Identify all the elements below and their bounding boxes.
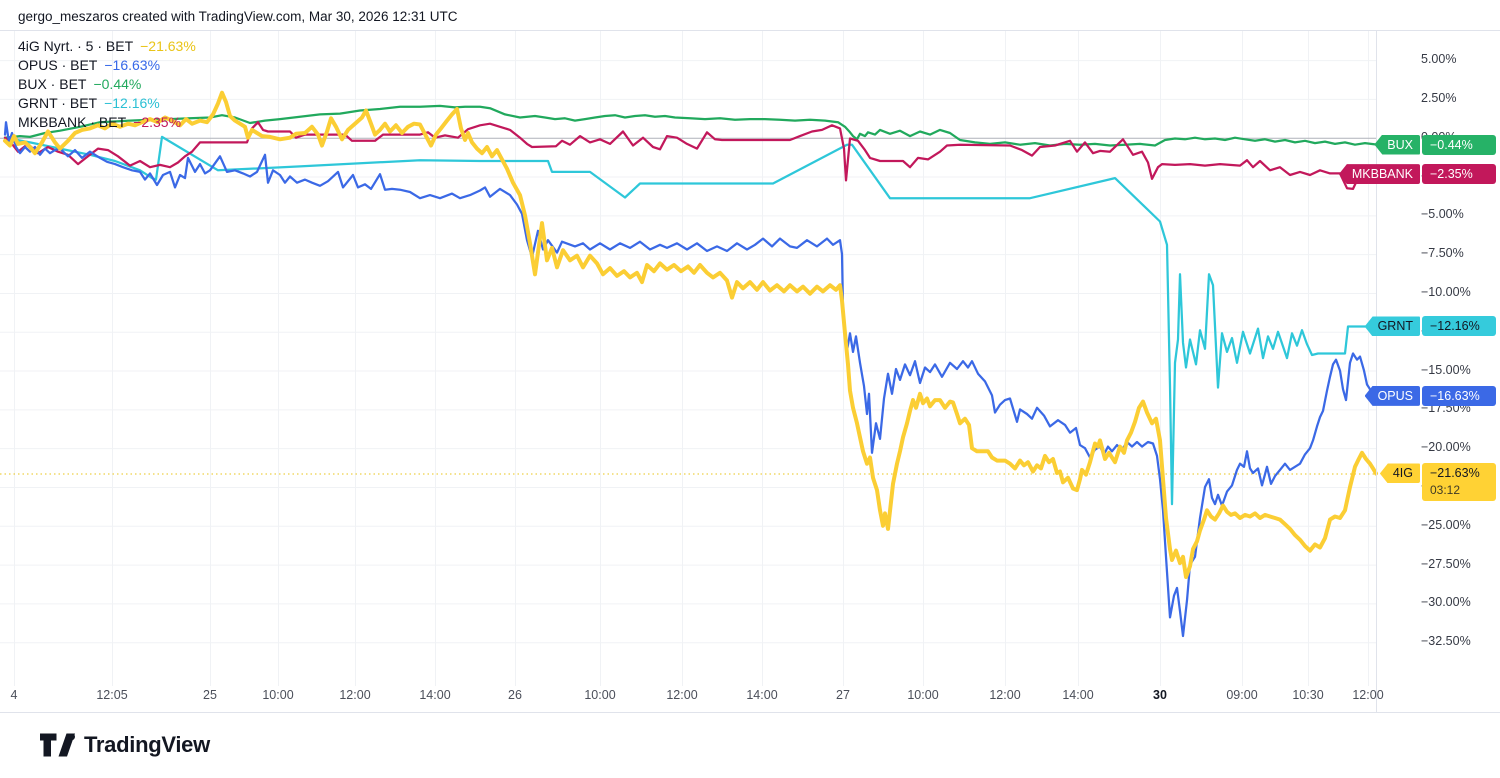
- y-tick-label: −5.00%: [1421, 207, 1464, 222]
- x-tick-label: 14:00: [746, 688, 778, 702]
- y-tick-label: 5.00%: [1421, 52, 1457, 67]
- y-tick-label: −2.50%: [1421, 168, 1464, 183]
- series-line-grnt[interactable]: [3, 135, 1378, 506]
- y-tick-label: −12.50%: [1421, 323, 1471, 338]
- x-tick-label: 12:05: [96, 688, 128, 702]
- y-tick-label: −10.00%: [1421, 284, 1471, 299]
- attribution-text: gergo_meszaros created with TradingView.…: [18, 9, 458, 24]
- time-axis-border: [0, 712, 1500, 713]
- x-tick-label: 12:00: [666, 688, 698, 702]
- y-tick-label: 2.50%: [1421, 90, 1457, 105]
- legend-item-bux[interactable]: BUX · BET −0.44%: [18, 75, 196, 94]
- y-tick-label: −32.50%: [1421, 634, 1471, 649]
- legend-symbol-label: GRNT · BET: [18, 95, 98, 111]
- x-tick-label: 26: [508, 688, 522, 702]
- legend-change-value: −21.63%: [140, 38, 196, 54]
- y-tick-label: −20.00%: [1421, 440, 1471, 455]
- price-axis-border: [1376, 31, 1377, 712]
- x-tick-label: 30: [1153, 688, 1167, 702]
- x-tick-label: 14:00: [419, 688, 451, 702]
- legend-change-value: −0.44%: [93, 76, 142, 92]
- legend: 4iG Nyrt. · 5 · BET −21.63% OPUS · BET −16…: [18, 37, 196, 132]
- series-line-bux[interactable]: [3, 104, 1378, 147]
- y-tick-label: −15.00%: [1421, 362, 1471, 377]
- x-tick-label: 14:00: [1062, 688, 1094, 702]
- x-tick-label: 10:00: [262, 688, 294, 702]
- legend-symbol-label: BUX · BET: [18, 76, 87, 92]
- tradingview-logo[interactable]: TradingView: [40, 731, 210, 759]
- x-tick-label: 12:00: [1352, 688, 1384, 702]
- series-line-opus[interactable]: [3, 121, 1378, 638]
- legend-item-mkbbank[interactable]: MKBBANK · BET −2.35%: [18, 113, 196, 132]
- x-tick-label: 27: [836, 688, 850, 702]
- legend-symbol-label: MKBBANK · BET: [18, 114, 127, 130]
- x-tick-label: 12:00: [339, 688, 371, 702]
- x-tick-label: 09:00: [1226, 688, 1258, 702]
- x-tick-label: 4: [10, 688, 18, 702]
- legend-symbol-label: 4iG Nyrt. · 5 · BET: [18, 38, 134, 54]
- price-axis[interactable]: 5.00% 2.50% 0.00% −2.50% −5.00% −7.50% −10.00%…: [1376, 31, 1500, 712]
- x-tick-label: 10:00: [907, 688, 939, 702]
- legend-change-value: −16.63%: [104, 57, 161, 73]
- legend-change-value: −12.16%: [104, 95, 160, 111]
- series-line-mkbbank[interactable]: [3, 121, 1378, 191]
- tradingview-logo-text: TradingView: [84, 732, 210, 757]
- x-tick-label: 25: [203, 688, 217, 702]
- y-tick-label: −7.50%: [1421, 246, 1464, 261]
- series-line-4ig[interactable]: [3, 90, 1378, 579]
- x-tick-label: 12:00: [989, 688, 1021, 702]
- legend-item-4ig[interactable]: 4iG Nyrt. · 5 · BET −21.63%: [18, 37, 196, 56]
- legend-symbol-label: OPUS · BET: [18, 57, 98, 73]
- y-tick-label: −17.50%: [1421, 401, 1471, 416]
- legend-item-opus[interactable]: OPUS · BET −16.63%: [18, 56, 196, 75]
- time-axis[interactable]: 4 12:05 25 10:00 12:00 14:00 26 10:00 12:00 14:00…: [0, 688, 1384, 712]
- y-tick-label: 0.00%: [1421, 129, 1457, 144]
- x-tick-label: 10:30: [1292, 688, 1324, 702]
- legend-item-grnt[interactable]: GRNT · BET −12.16%: [18, 94, 196, 113]
- y-tick-label: −27.50%: [1421, 556, 1471, 571]
- y-tick-label: −22.50%: [1421, 478, 1471, 493]
- x-tick-label: 10:00: [584, 688, 616, 702]
- y-tick-label: −30.00%: [1421, 595, 1471, 610]
- header-divider: [0, 30, 1500, 31]
- legend-change-value: −2.35%: [133, 114, 182, 130]
- y-tick-label: −25.00%: [1421, 517, 1471, 532]
- tradingview-logo-icon: [40, 733, 75, 757]
